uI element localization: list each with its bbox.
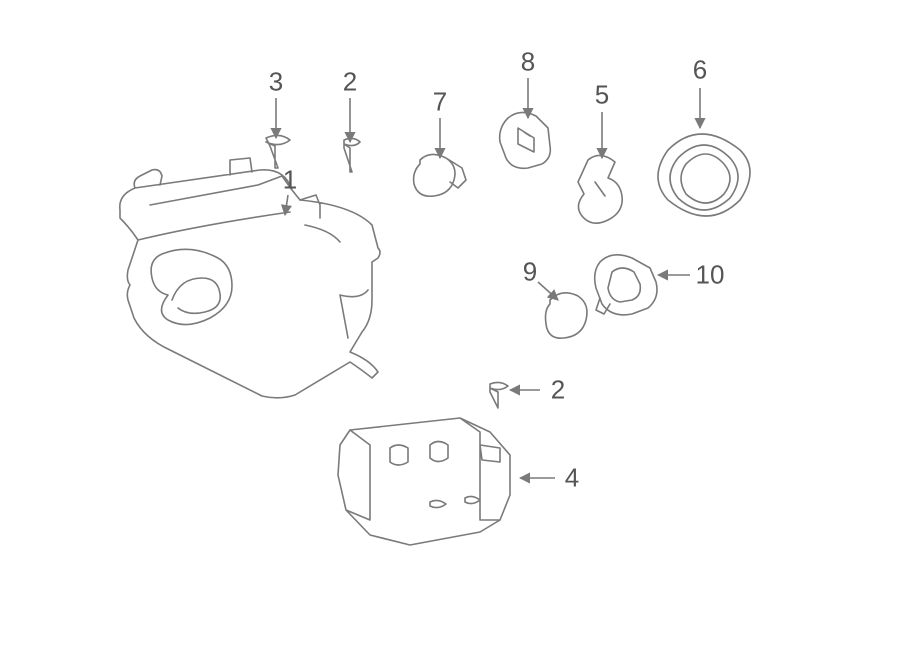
callout-label-7: 7 (433, 87, 447, 118)
callout-label-6: 6 (693, 55, 707, 86)
callout-label-8: 8 (521, 47, 535, 78)
callout-label-10: 10 (696, 260, 725, 291)
diagram-stage: 1 2 2 3 4 5 6 7 8 9 10 (0, 0, 900, 661)
callout-line-1 (285, 195, 288, 215)
callout-label-3: 3 (269, 67, 283, 98)
callout-label-2a: 2 (343, 67, 357, 98)
callout-label-2b: 2 (551, 375, 565, 406)
callout-label-5: 5 (595, 80, 609, 111)
callout-label-9: 9 (523, 257, 537, 288)
callout-lines (0, 0, 900, 661)
callout-line-9 (538, 282, 558, 300)
callout-label-1: 1 (283, 165, 297, 196)
callout-label-4: 4 (565, 463, 579, 494)
